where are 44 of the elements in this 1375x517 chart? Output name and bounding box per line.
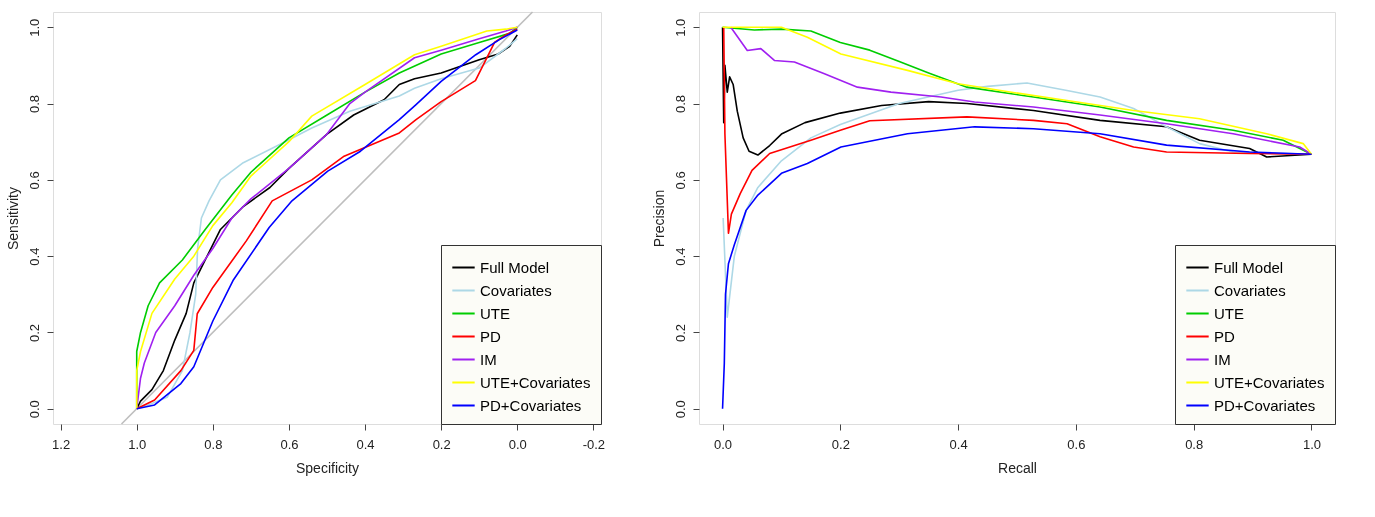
x-tick-label: -0.2 (582, 436, 606, 452)
y-tick-label: 0.8 (26, 95, 42, 114)
x-tick-label: 0.2 (831, 436, 850, 452)
x-tick-label: 0.8 (1185, 436, 1204, 452)
x-tick-label: 0.0 (714, 436, 733, 452)
y-tick-label: 0.6 (672, 171, 688, 190)
legend-label: PD+Covariates (480, 396, 582, 414)
y-tick-label: 0.0 (672, 400, 688, 419)
y-axis-title: Sensitivity (4, 186, 21, 251)
y-tick-label: 1.0 (672, 18, 688, 37)
x-axis-title: Specificity (295, 459, 360, 476)
x-tick-label: 1.2 (52, 436, 71, 452)
x-tick-label: 0.0 (508, 436, 527, 452)
x-tick-label: 0.4 (949, 436, 968, 452)
legend-label: Full Model (1214, 258, 1284, 276)
x-tick-label: 0.8 (204, 436, 223, 452)
y-tick-label: 0.2 (672, 323, 688, 342)
legend-label: Covariates (480, 281, 552, 299)
y-tick-label: 0.8 (672, 95, 688, 114)
legend-label: PD (480, 327, 501, 345)
x-tick-label: 0.2 (432, 436, 451, 452)
x-tick-label: 1.0 (1302, 436, 1321, 452)
legend-label: UTE+Covariates (480, 373, 591, 391)
legend-label: UTE (480, 304, 510, 322)
y-tick-label: 0.6 (26, 171, 42, 190)
y-axis-title: Precision (650, 189, 667, 248)
x-axis-title: Recall (998, 459, 1037, 476)
x-tick-label: 0.6 (280, 436, 299, 452)
x-tick-label: 1.0 (128, 436, 147, 452)
legend-label: Full Model (480, 258, 550, 276)
legend-label: PD+Covariates (1214, 396, 1316, 414)
legend-label: IM (1214, 350, 1231, 368)
y-tick-label: 0.4 (26, 247, 42, 266)
legend-label: UTE+Covariates (1214, 373, 1325, 391)
legend-label: PD (1214, 327, 1235, 345)
y-tick-label: 0.0 (26, 400, 42, 419)
legend-label: UTE (1214, 304, 1244, 322)
y-tick-label: 1.0 (26, 18, 42, 37)
y-tick-label: 0.2 (26, 323, 42, 342)
legend-label: Covariates (1214, 281, 1286, 299)
legend-label: IM (480, 350, 497, 368)
x-tick-label: 0.4 (356, 436, 375, 452)
x-tick-label: 0.6 (1067, 436, 1086, 452)
y-tick-label: 0.4 (672, 247, 688, 266)
